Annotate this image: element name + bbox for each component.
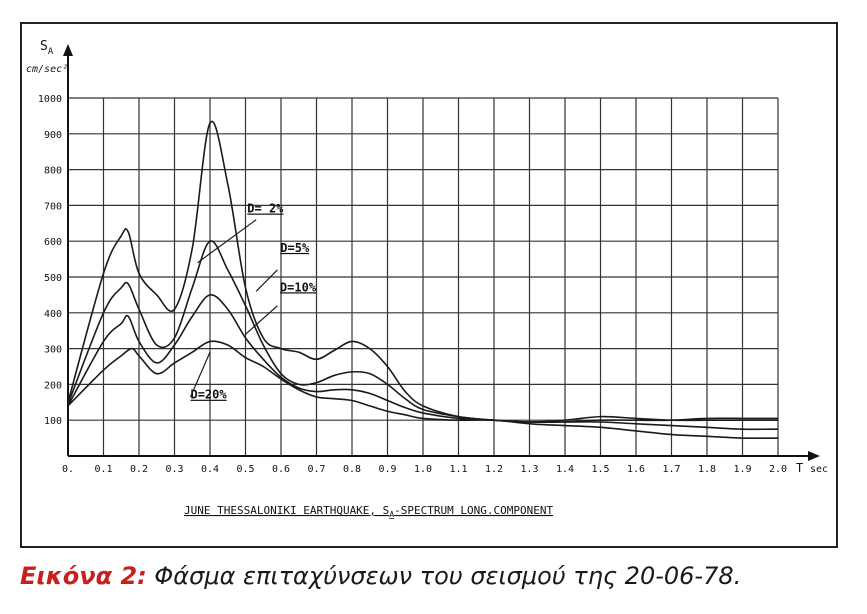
figure-caption: Εικόνα 2: Φάσμα επιταχύνσεων του σεισμού… [20, 562, 850, 590]
x-tick-label: 1.2 [485, 464, 503, 475]
y-tick-label: 300 [44, 345, 62, 356]
x-tick-labels: 0. 0.1 0.2 0.3 0.4 0.5 0.6 0.7 0.8 0.9 1.0 1.1 1.2 1.… [62, 464, 787, 475]
x-axis-label: T [796, 461, 803, 475]
y-axis-label: SA [40, 39, 54, 57]
y-tick-label: 200 [44, 380, 62, 391]
x-tick-label: 0.2 [130, 464, 148, 475]
leader-line-d10 [245, 305, 278, 335]
y-tick-label: 100 [44, 416, 62, 427]
chart-frame: 100 200 300 400 500 600 700 800 900 1000 0. 0.1 0.2… [20, 22, 838, 548]
axes [63, 44, 820, 461]
x-tick-label: 0.6 [272, 464, 290, 475]
x-tick-label: 1.7 [662, 464, 680, 475]
series-line-d10 [67, 294, 779, 431]
series-label-d10: D=10% [280, 280, 317, 294]
x-tick-label: 0.9 [378, 464, 396, 475]
caption-lead: Εικόνα 2: [20, 562, 147, 590]
y-tick-label: 700 [44, 201, 62, 212]
series-line-d5 [67, 240, 778, 423]
y-axis-unit: cm/sec² [26, 64, 68, 75]
series-line-d2 [67, 120, 778, 424]
caption-text: Φάσμα επιταχύνσεων του σεισμού της 20-06… [146, 562, 742, 590]
x-tick-label: 0.4 [201, 464, 219, 475]
x-tick-label: 0.8 [343, 464, 361, 475]
series-label-d2: D= 2% [247, 202, 284, 216]
x-tick-label: 1.8 [698, 464, 716, 475]
x-tick-label: 2.0 [769, 464, 787, 475]
series-label-d20: D=20% [190, 388, 227, 402]
x-tick-label: 1.6 [627, 464, 645, 475]
x-axis-arrow [808, 451, 820, 461]
axis-labels: SA cm/sec² T sec JUNE THESSALONIKI EARTH… [26, 39, 828, 519]
x-tick-label: 0.1 [94, 464, 112, 475]
series-annotations: D= 2% D=5% D=10% D=20% [189, 202, 317, 402]
chart-title: JUNE THESSALONIKI EARTHQUAKE, SA-SPECTRU… [184, 504, 553, 519]
y-tick-labels: 100 200 300 400 500 600 700 800 900 1000 [38, 94, 62, 427]
x-tick-label: 0.7 [307, 464, 325, 475]
x-tick-label: 1.9 [733, 464, 751, 475]
x-tick-label: 1.0 [414, 464, 432, 475]
x-axis-unit: sec [810, 464, 828, 475]
leader-line-d2 [197, 219, 257, 264]
x-tick-label: 0. [62, 464, 74, 475]
series-lines [67, 120, 779, 440]
response-spectrum-chart: 100 200 300 400 500 600 700 800 900 1000 0. 0.1 0.2… [26, 39, 828, 519]
leader-line-d20 [189, 351, 211, 398]
y-tick-label: 1000 [38, 94, 62, 105]
y-tick-label: 800 [44, 166, 62, 177]
y-tick-label: 500 [44, 273, 62, 284]
x-tick-label: 1.4 [556, 464, 574, 475]
series-label-d5: D=5% [280, 241, 310, 255]
series-line-d20 [67, 340, 779, 440]
grid [68, 97, 779, 456]
x-tick-label: 0.5 [236, 464, 254, 475]
y-tick-label: 600 [44, 237, 62, 248]
leader-line-d5 [255, 269, 278, 292]
x-tick-label: 1.5 [591, 464, 609, 475]
x-tick-label: 1.1 [449, 464, 467, 475]
x-tick-label: 1.3 [520, 464, 538, 475]
x-tick-label: 0.3 [165, 464, 183, 475]
y-tick-label: 400 [44, 309, 62, 320]
y-axis-arrow [63, 44, 73, 56]
y-tick-label: 900 [44, 130, 62, 141]
